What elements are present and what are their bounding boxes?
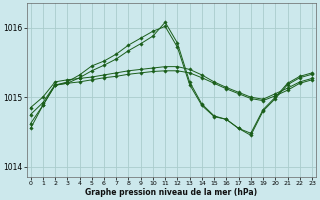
- X-axis label: Graphe pression niveau de la mer (hPa): Graphe pression niveau de la mer (hPa): [85, 188, 257, 197]
